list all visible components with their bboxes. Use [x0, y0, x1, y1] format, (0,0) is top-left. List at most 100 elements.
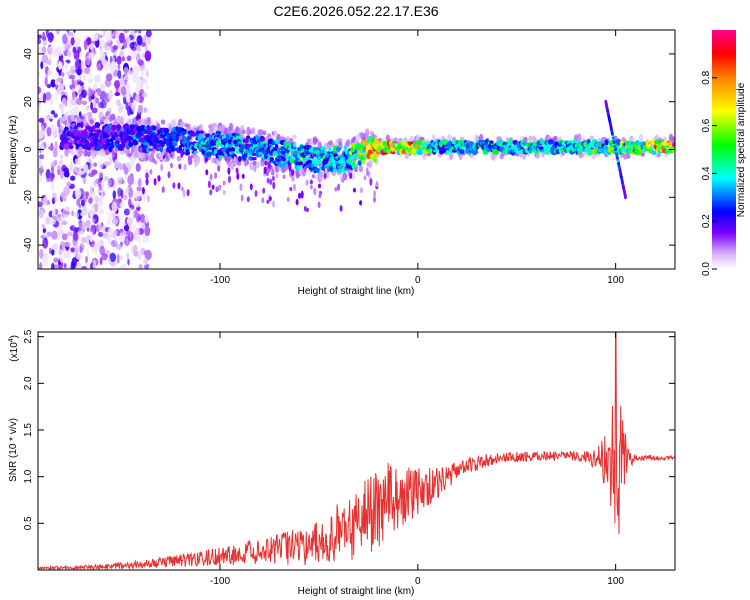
halo-cell: [78, 144, 83, 155]
noise-cell: [137, 30, 142, 34]
noise-cell: [48, 247, 52, 254]
noise-cell: [137, 59, 144, 66]
noise-cell: [51, 249, 55, 256]
noise-cell: [51, 243, 58, 252]
speckle-cell: [205, 169, 209, 176]
noise-cell: [95, 80, 98, 90]
speckle-cell: [149, 169, 153, 175]
noise-cell: [73, 164, 78, 173]
noise-cell: [71, 95, 77, 107]
spectrogram-y-label: Frequency (Hz): [8, 116, 19, 185]
snr-scale-exponent: 4: [8, 338, 15, 342]
noise-cell: [84, 67, 91, 75]
noise-cell: [125, 92, 130, 103]
noise-cell: [53, 159, 58, 166]
noise-cell: [114, 232, 118, 244]
speckle-cell: [341, 177, 345, 183]
noise-cell: [65, 71, 71, 77]
noise-cell: [88, 172, 95, 177]
ridge-cell: [274, 143, 279, 151]
spec-x-tick-label: 0: [415, 275, 421, 286]
speckle-cell: [275, 173, 279, 179]
ridge-cell: [386, 149, 392, 155]
speckle-cell: [313, 187, 317, 196]
ridge-cell: [132, 140, 139, 146]
noise-cell: [57, 119, 61, 128]
noise-cell: [91, 107, 98, 114]
noise-cell: [66, 32, 69, 37]
noise-cell: [98, 222, 103, 231]
noise-cell: [107, 236, 112, 246]
noise-cell: [90, 101, 93, 111]
noise-cell: [40, 61, 44, 70]
halo-cell: [262, 130, 267, 136]
spectrogram-axes: -100 0 100 -40 -20 0 20 40: [23, 30, 675, 286]
speckle-cell: [265, 170, 269, 177]
noise-cell: [104, 161, 110, 167]
noise-cell: [40, 141, 47, 150]
speckle-cell: [249, 183, 253, 191]
noise-cell: [123, 30, 130, 34]
speckle-cell: [272, 181, 276, 190]
ridge-cell: [351, 161, 356, 166]
noise-cell: [123, 224, 130, 232]
ridge-cell: [411, 148, 418, 153]
noise-cell: [85, 58, 89, 66]
noise-cell: [108, 227, 113, 235]
speckle-cell: [309, 184, 313, 190]
noise-cell: [56, 87, 60, 95]
speckle-cell: [182, 189, 186, 198]
noise-cell: [131, 104, 136, 113]
noise-cell: [132, 65, 139, 76]
speckle-cell: [240, 194, 244, 202]
speckle-cell: [305, 179, 309, 186]
noise-cell: [109, 55, 113, 63]
noise-cell: [138, 263, 143, 269]
noise-cell: [107, 211, 113, 219]
noise-cell: [83, 106, 90, 112]
noise-cell: [94, 263, 97, 269]
speckle-cell: [141, 187, 145, 195]
ridge-cell: [246, 143, 252, 148]
speckle-cell: [161, 186, 165, 194]
noise-cell: [38, 201, 43, 208]
speckle-cell: [300, 190, 304, 199]
noise-cell: [71, 257, 77, 269]
noise-cell: [115, 99, 121, 106]
noise-cell: [105, 110, 111, 117]
ridge-cell: [327, 151, 331, 155]
speckle-cell: [354, 167, 358, 173]
speckle-cell: [214, 172, 218, 179]
ridge-cell: [178, 144, 182, 152]
halo-cell: [127, 152, 132, 157]
ridge-cell: [83, 128, 88, 134]
colorbar-ticks: 0.0 0.2 0.4 0.6 0.8: [701, 70, 717, 276]
ridge-cell: [248, 156, 253, 161]
noise-cell: [93, 75, 100, 82]
noise-cell: [62, 214, 68, 218]
noise-cell: [48, 145, 55, 151]
ridge-cell: [458, 148, 465, 155]
noise-cell: [70, 175, 76, 181]
ridge-cell: [234, 143, 238, 147]
speckle-cell: [222, 189, 226, 196]
ridge-cell: [442, 138, 449, 145]
ridge-cell: [174, 136, 179, 143]
noise-cell: [57, 164, 61, 171]
noise-cell: [104, 175, 109, 181]
noise-cell: [61, 220, 68, 226]
noise-cell: [94, 92, 98, 98]
colorbar-gradient: [712, 30, 736, 269]
noise-cell: [73, 244, 80, 255]
ridge-cell: [637, 149, 643, 156]
halo-cell: [91, 150, 96, 160]
noise-cell: [70, 37, 75, 46]
speckle-cell: [303, 166, 307, 172]
ridge-cell: [229, 136, 234, 140]
noise-cell: [98, 171, 104, 179]
speckle-cell: [164, 157, 167, 163]
ridge-cell: [230, 151, 235, 154]
speckle-cell: [183, 163, 187, 171]
noise-cell: [137, 178, 142, 187]
noise-cell: [117, 176, 123, 186]
